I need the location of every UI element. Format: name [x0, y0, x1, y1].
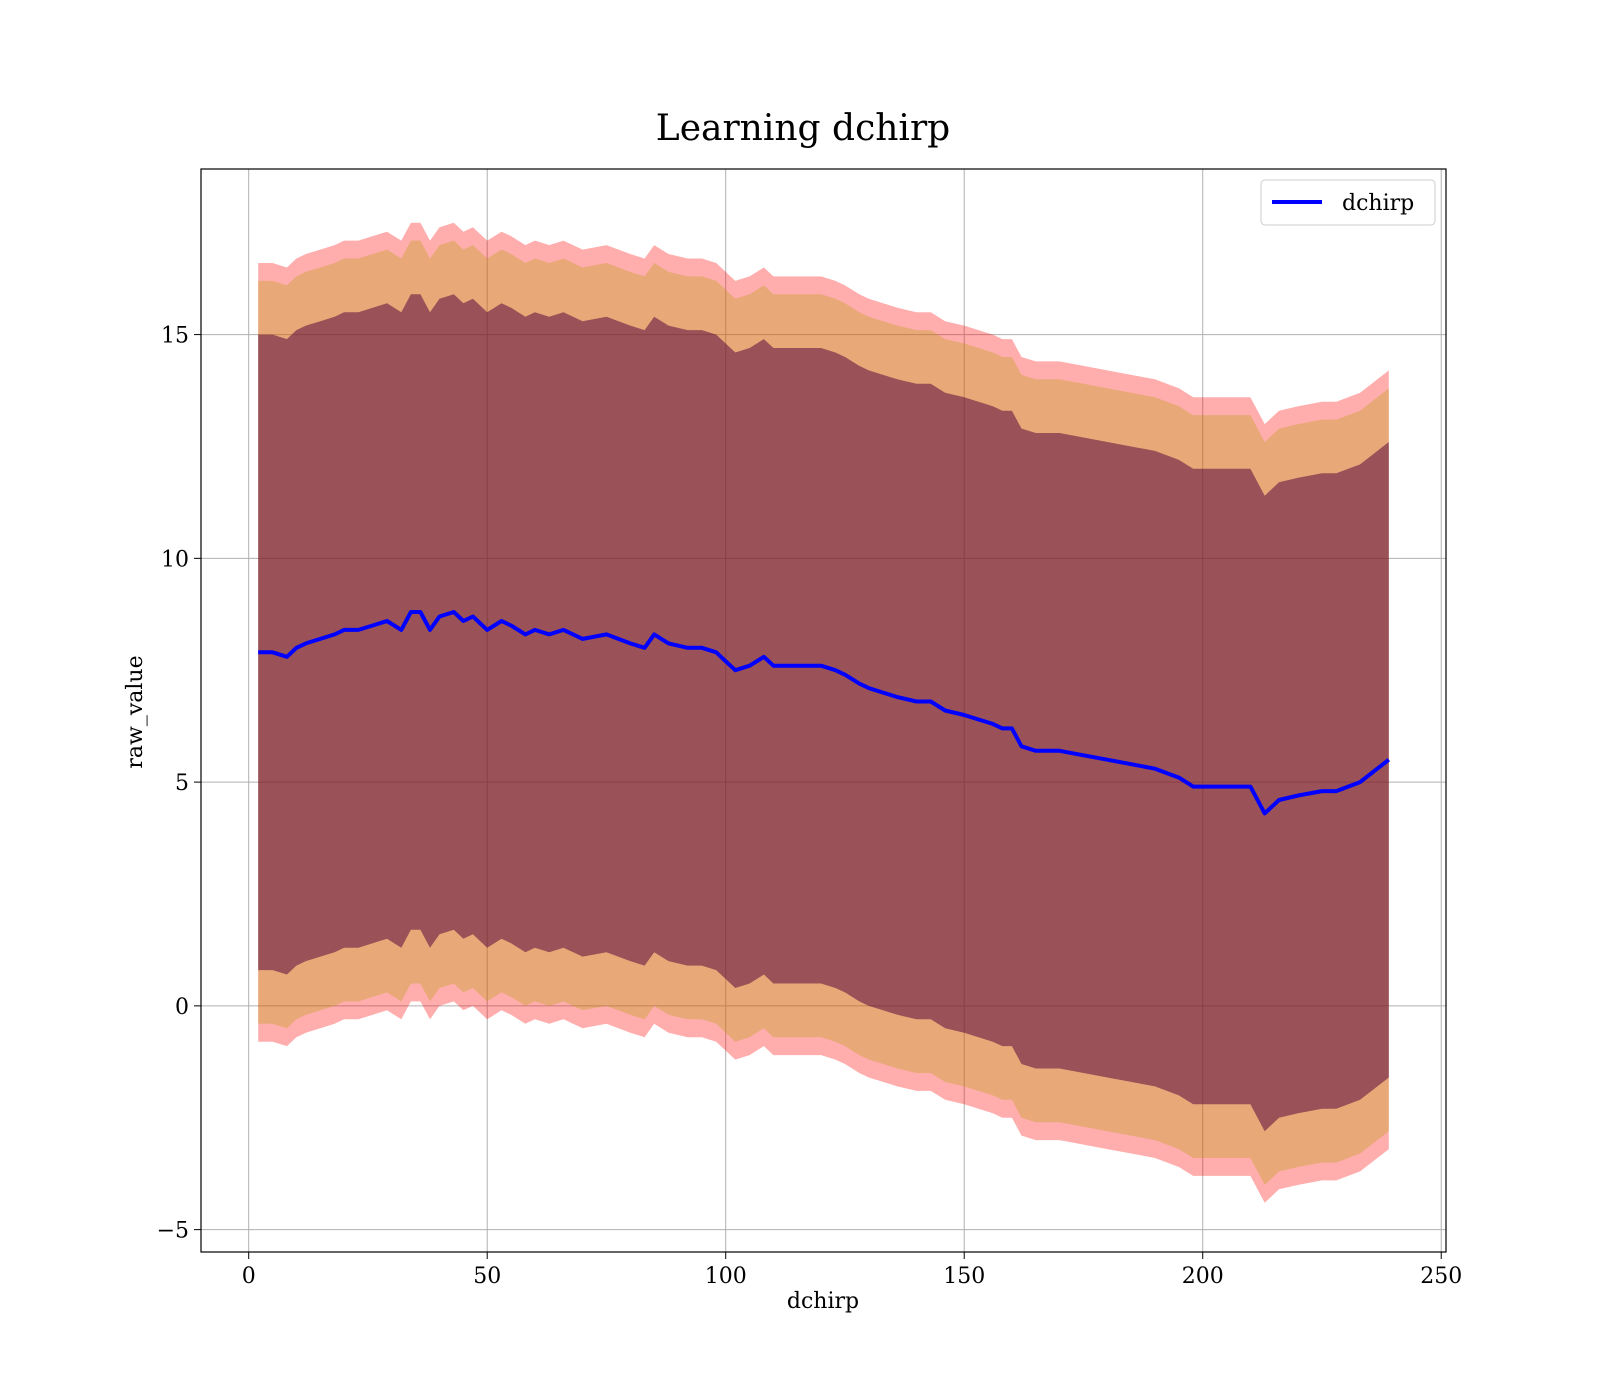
y-tick-label-4: 15 [161, 324, 189, 349]
x-tick-label-5: 250 [1420, 1264, 1462, 1289]
x-axis-label: dchirp [787, 1289, 859, 1314]
legend: dchirp [1260, 179, 1436, 226]
x-axis-ticks: 0 50 100 150 200 250 [242, 1252, 1462, 1289]
x-tick-label-0: 0 [242, 1264, 256, 1289]
x-tick-label-3: 150 [943, 1264, 985, 1289]
chart-title: Learning dchirp [656, 108, 950, 149]
y-tick-label-2: 5 [175, 771, 189, 796]
legend-box [1260, 179, 1436, 226]
plot-frame [200, 168, 1447, 1253]
x-tick-label-2: 100 [705, 1264, 747, 1289]
x-tick-label-1: 50 [473, 1264, 501, 1289]
y-axis-label: raw_value [123, 655, 148, 768]
band-inner [258, 294, 1389, 1132]
y-tick-label-1: 0 [175, 995, 189, 1020]
confidence-bands [258, 222, 1389, 1203]
legend-label-dchirp: dchirp [1342, 191, 1414, 216]
series-line-dchirp [258, 610, 1391, 816]
y-tick-label-3: 10 [161, 547, 189, 572]
x-tick-label-4: 200 [1182, 1264, 1224, 1289]
series-lines [258, 610, 1391, 816]
y-axis-ticks: −5 0 5 10 15 [157, 324, 201, 1244]
y-tick-label-0: −5 [157, 1219, 189, 1244]
